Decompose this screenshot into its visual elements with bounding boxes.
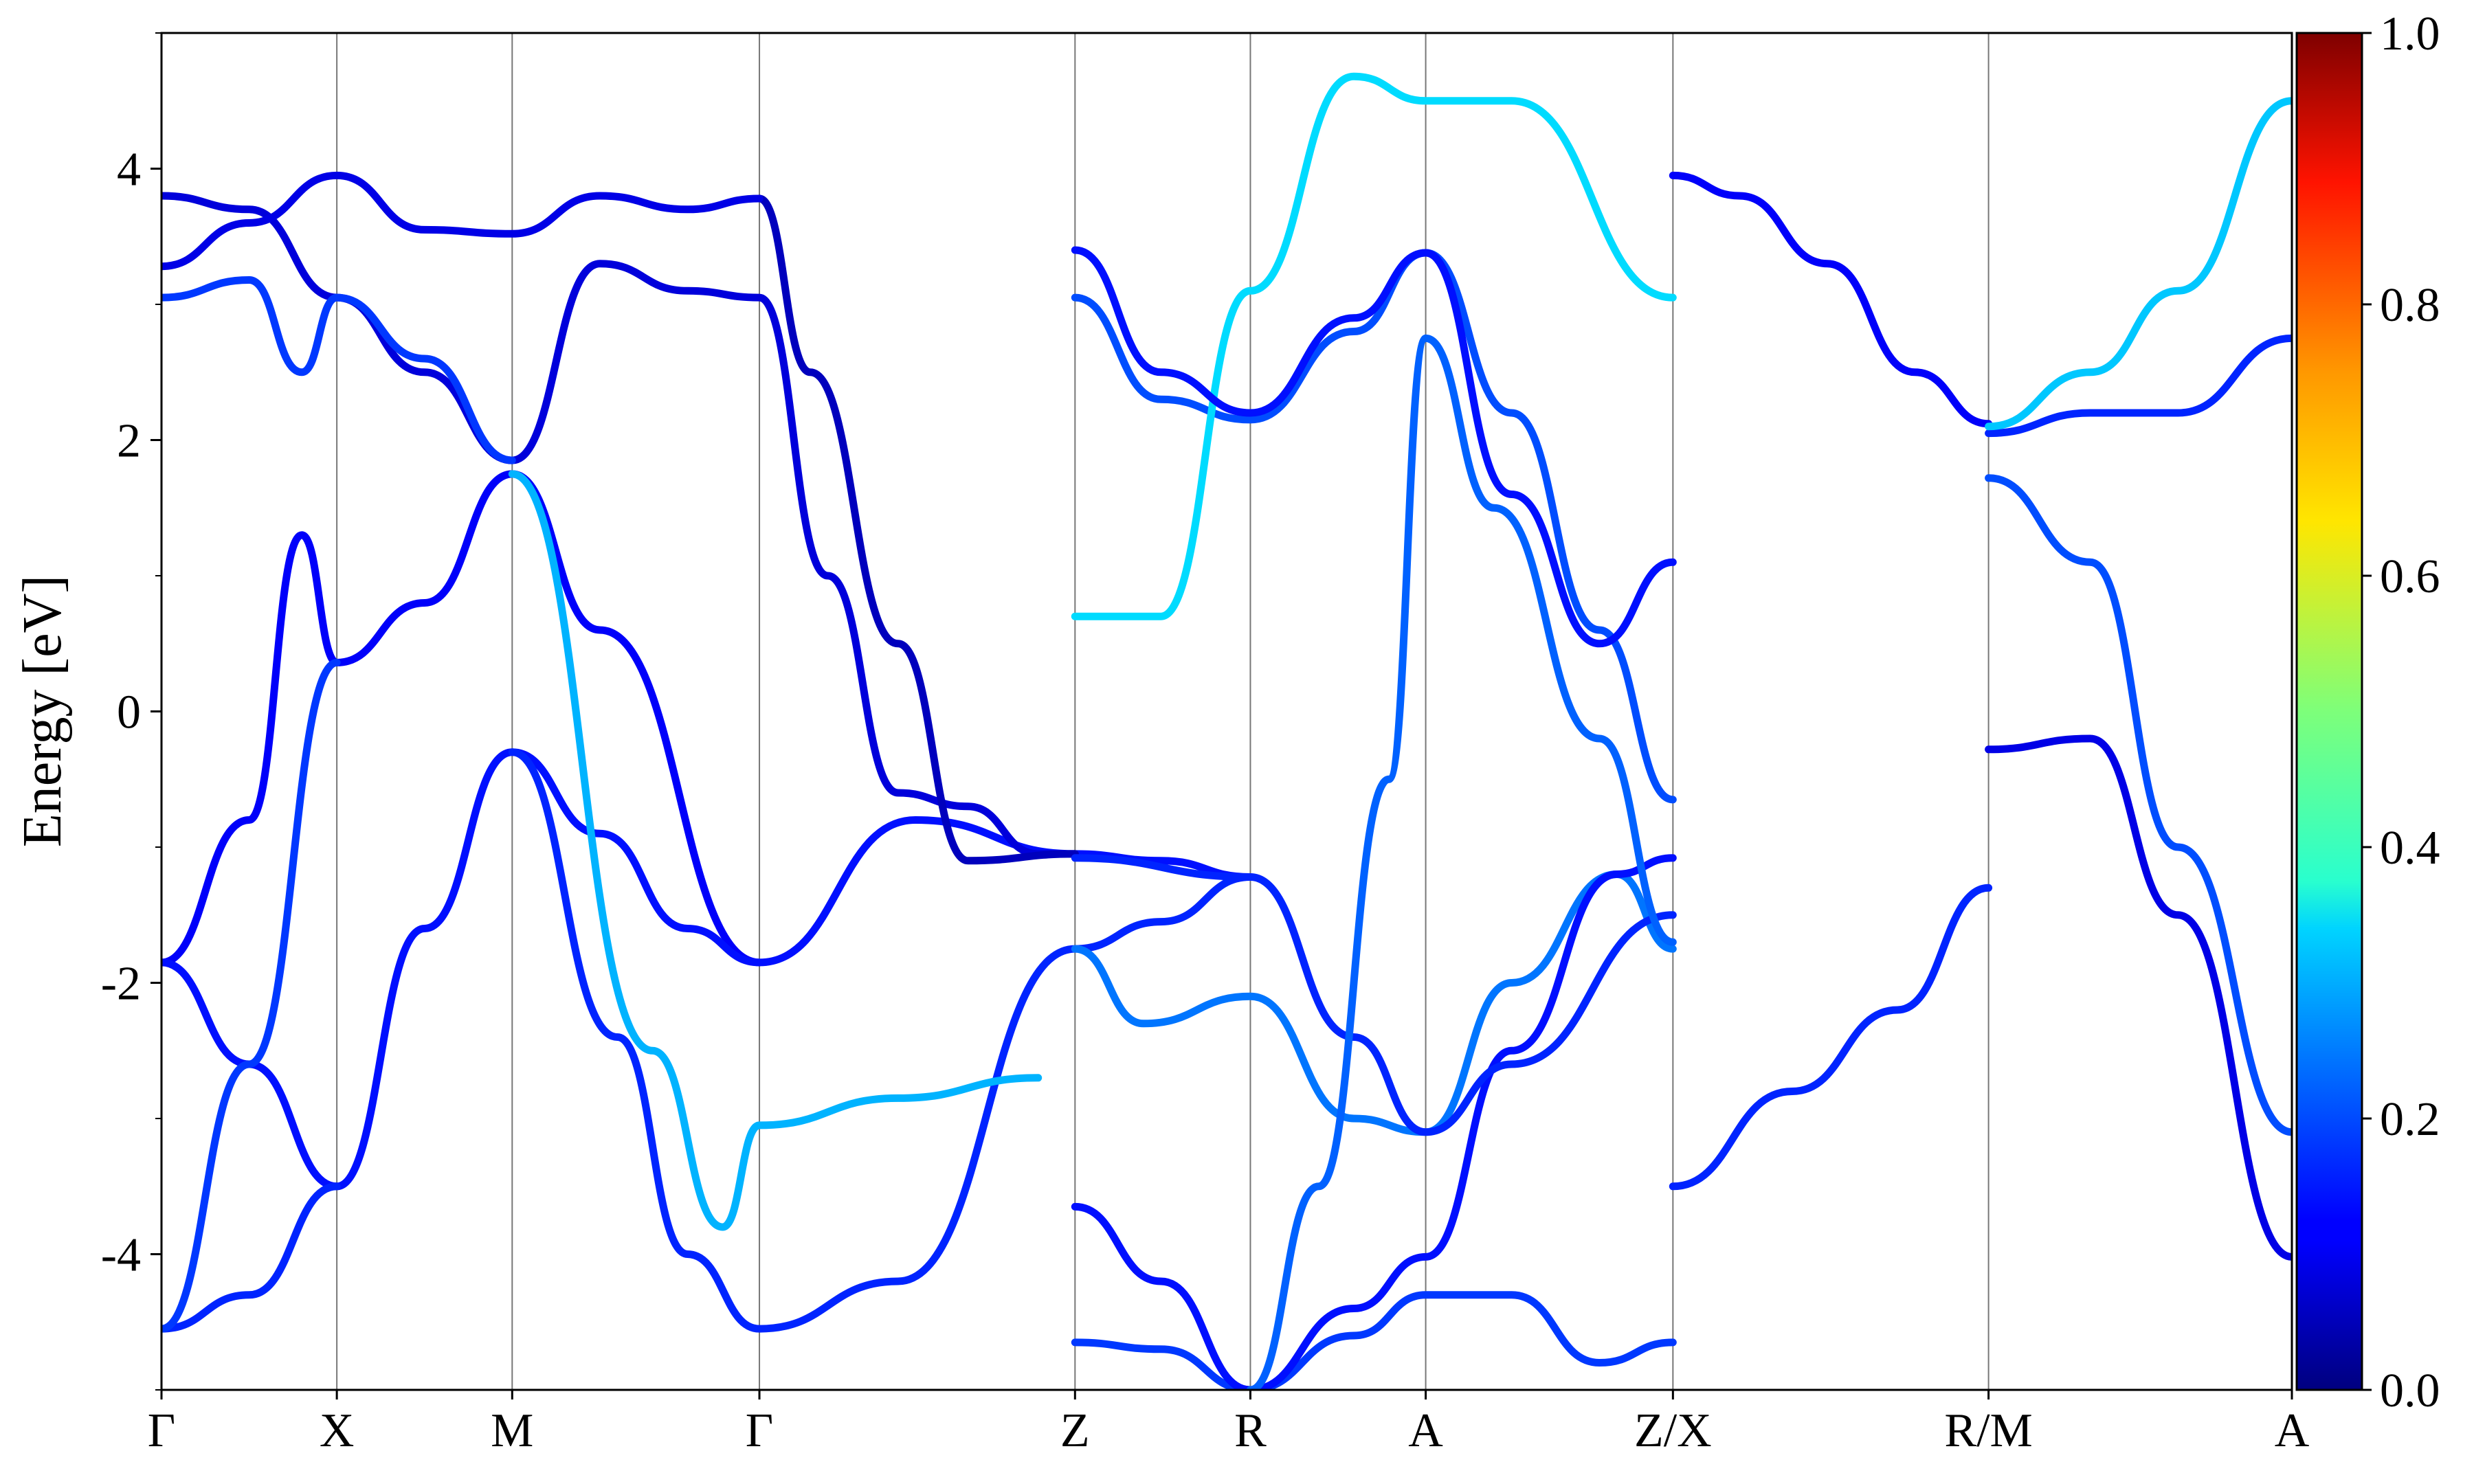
x-tick-label: Γ — [746, 1404, 773, 1457]
band-25 — [1985, 97, 2292, 431]
band-22 — [1985, 734, 2292, 1261]
x-tick-label: R — [1234, 1404, 1267, 1457]
y-tick-label: -4 — [101, 1229, 141, 1282]
colorbar-tick-label: 0.8 — [2380, 279, 2440, 332]
colorbar — [2295, 32, 2363, 1391]
band-5 — [508, 748, 1254, 1333]
band-19 — [1071, 246, 1677, 648]
x-tick-label: M — [491, 1404, 533, 1457]
x-tick-label: R/M — [1944, 1404, 2032, 1457]
band-20 — [1669, 171, 1993, 428]
colorbar-tick-label: 0.2 — [2380, 1093, 2440, 1146]
colorbar-tick-label: 0.6 — [2380, 550, 2440, 603]
colorbar-tick-label: 0.4 — [2380, 822, 2440, 875]
x-tick-label: Z — [1060, 1404, 1090, 1457]
y-tick-label: 4 — [117, 144, 141, 196]
x-axis: Γ X M Γ Z R A Z/X R/M A — [148, 1390, 2310, 1457]
y-tick-label: 0 — [117, 686, 141, 739]
band-2 — [161, 748, 1254, 1191]
band-13 — [1071, 1202, 1254, 1390]
band-9 — [161, 171, 764, 271]
y-tick-label: 2 — [117, 415, 141, 468]
y-axis-title: Energy [eV] — [12, 575, 73, 847]
x-tick-label: X — [320, 1404, 355, 1457]
colorbar-tick-label: 1.0 — [2380, 8, 2440, 60]
band-18 — [1071, 72, 1677, 620]
band-15 — [1246, 854, 1677, 1390]
x-tick-label: Γ — [148, 1404, 175, 1457]
x-tick-label: A — [1408, 1404, 1443, 1457]
colorbar-tick-label: 0.0 — [2380, 1364, 2440, 1417]
band-1 — [161, 470, 764, 967]
band-21 — [1669, 884, 1993, 1191]
y-axis: -4 -2 0 2 4 — [101, 32, 161, 1391]
x-tick-label: Z/X — [1634, 1404, 1712, 1457]
colorbar-axis: 0.0 0.2 0.4 0.6 0.8 1.0 — [2362, 8, 2440, 1417]
x-tick-label: A — [2275, 1404, 2310, 1457]
band-lines — [161, 72, 2292, 1390]
band-10 — [161, 276, 516, 464]
band-7 — [161, 192, 1079, 858]
y-tick-label: -2 — [101, 958, 141, 1011]
band-8 — [755, 194, 1079, 865]
band-12 — [1071, 1291, 1677, 1390]
band-14 — [1071, 249, 1677, 804]
band-4 — [161, 658, 341, 1333]
band-11 — [1071, 870, 1677, 1136]
band-23 — [1985, 334, 2292, 438]
band-3 — [161, 1182, 341, 1333]
band-6 — [508, 470, 1043, 1231]
band-16 — [1071, 854, 1677, 1136]
band-17 — [1246, 334, 1677, 1390]
band-24 — [1985, 474, 2292, 1136]
